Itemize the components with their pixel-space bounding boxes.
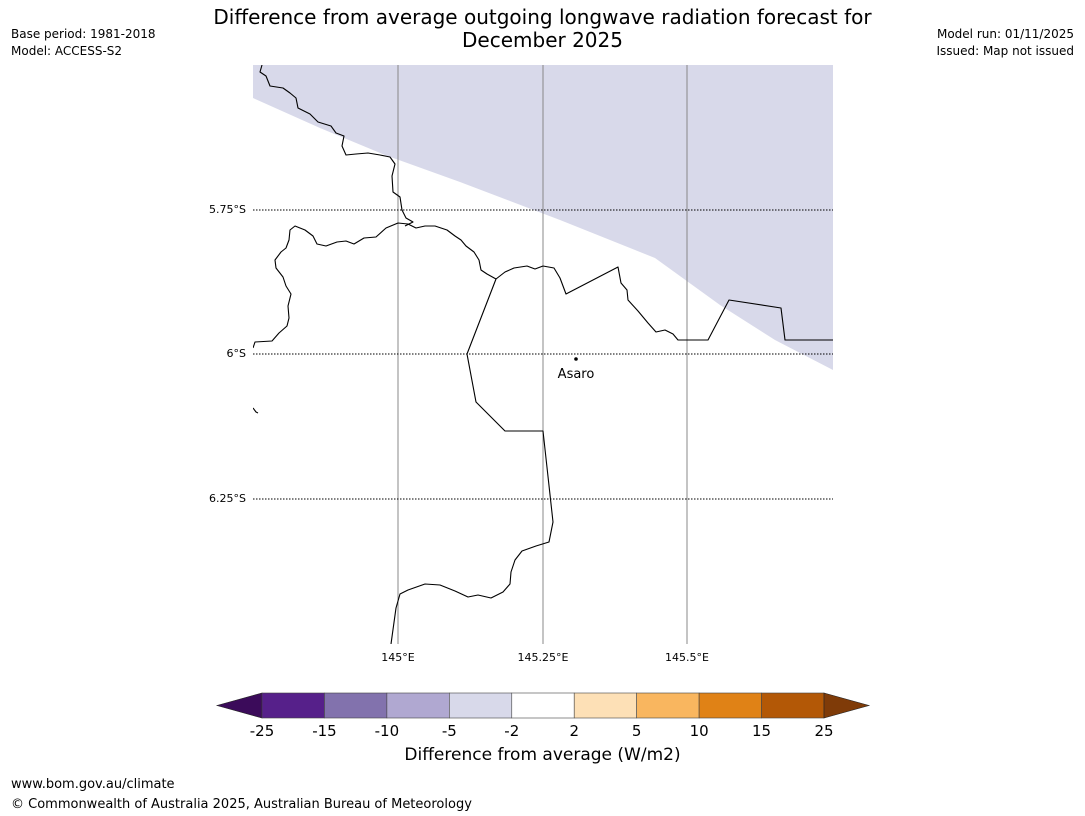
model-name: Model: ACCESS-S2 xyxy=(11,44,123,58)
colorbar-tick-label: -10 xyxy=(375,722,400,740)
map-title: Difference from average outgoing longwav… xyxy=(0,6,1085,52)
lat-label-6-25s: 6.25°S xyxy=(209,492,246,505)
colorbar-arrow-high xyxy=(823,692,871,719)
footer-copyright: © Commonwealth of Australia 2025, Austra… xyxy=(11,797,472,812)
colorbar-tick-label: -2 xyxy=(504,722,519,740)
colorbar-tick-label: 5 xyxy=(632,722,642,740)
colorbar-tick-label: 10 xyxy=(690,722,709,740)
colorbar-ticks: -25 -15 -10 -5 -2 2 5 10 15 25 xyxy=(250,722,834,740)
boundary-central-south xyxy=(390,278,554,644)
colorbar-segments xyxy=(215,692,871,719)
colorbar-arrow-low xyxy=(215,692,263,719)
colorbar-segment xyxy=(261,692,325,719)
colorbar-segment xyxy=(761,692,825,719)
footer: www.bom.gov.au/climate © Commonwealth of… xyxy=(11,775,472,815)
colorbar: -25 -15 -10 -5 -2 2 5 10 15 25 xyxy=(215,692,871,740)
colorbar-tick-label: 25 xyxy=(814,722,833,740)
meta-left: Base period: 1981-2018 Model: ACCESS-S2 xyxy=(11,26,156,60)
boundary-central-north xyxy=(253,222,833,349)
boundary-north-west xyxy=(259,65,414,227)
colorbar-segment xyxy=(511,692,575,719)
lat-label-6s: 6°S xyxy=(227,347,246,360)
title-line-1: Difference from average outgoing longwav… xyxy=(213,5,872,29)
lon-label-145-5e: 145.5°E xyxy=(665,651,709,664)
issued-status: Issued: Map not issued xyxy=(936,44,1074,58)
lat-label-5-75s: 5.75°S xyxy=(209,203,246,216)
colorbar-tick-label: 2 xyxy=(569,722,579,740)
model-run: Model run: 01/11/2025 xyxy=(936,27,1074,41)
lon-label-145-25e: 145.25°E xyxy=(518,651,569,664)
asaro-label: Asaro xyxy=(558,367,595,382)
colorbar-segment xyxy=(386,692,450,719)
boundary-west-edge xyxy=(253,407,259,414)
colorbar-segment xyxy=(573,692,637,719)
colorbar-tick-label: -25 xyxy=(250,722,275,740)
colorbar-segment xyxy=(698,692,762,719)
footer-url: www.bom.gov.au/climate xyxy=(11,777,175,792)
base-period: Base period: 1981-2018 xyxy=(11,27,156,41)
title-line-2: December 2025 xyxy=(462,28,623,52)
map-panel: Asaro 5.75°S 6°S 6.25°S 145°E 145.25°E 1… xyxy=(209,65,833,664)
colorbar-tick-label: -15 xyxy=(312,722,337,740)
lon-label-145e: 145°E xyxy=(381,651,414,664)
asaro-marker xyxy=(574,357,578,361)
colorbar-label: Difference from average (W/m2) xyxy=(404,745,681,765)
meta-right: Model run: 01/11/2025 Issued: Map not is… xyxy=(936,26,1074,60)
colorbar-segment xyxy=(324,692,388,719)
colorbar-tick-label: 15 xyxy=(752,722,771,740)
province-boundaries xyxy=(253,65,833,644)
colorbar-tick-label: -5 xyxy=(442,722,457,740)
colorbar-segment xyxy=(449,692,513,719)
colorbar-segment xyxy=(636,692,700,719)
